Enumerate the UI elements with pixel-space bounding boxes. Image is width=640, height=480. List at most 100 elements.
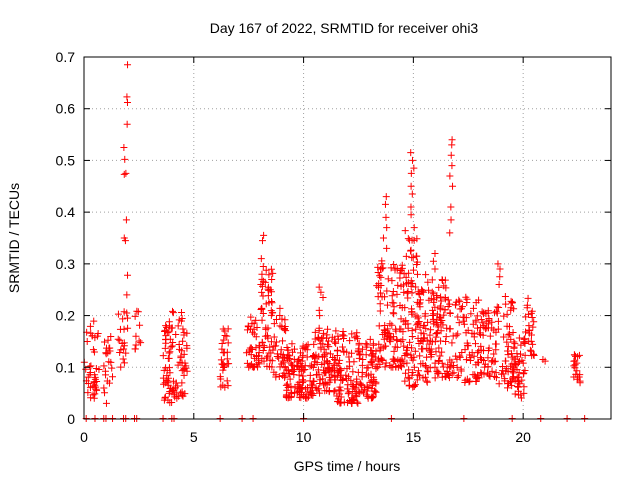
data-point xyxy=(369,340,377,348)
data-point xyxy=(504,347,512,355)
data-point xyxy=(473,324,481,332)
data-point xyxy=(453,373,461,381)
data-point xyxy=(404,373,412,381)
data-point xyxy=(478,370,486,378)
data-point xyxy=(220,349,228,357)
data-point xyxy=(400,288,408,296)
data-point xyxy=(102,414,110,422)
data-point xyxy=(278,360,286,368)
data-point xyxy=(492,346,500,354)
data-point xyxy=(527,347,535,355)
data-point xyxy=(388,321,396,329)
data-point xyxy=(461,346,469,354)
data-point xyxy=(354,399,362,407)
data-point xyxy=(515,369,523,377)
data-point xyxy=(488,358,496,366)
data-point xyxy=(372,380,380,388)
data-point xyxy=(174,322,182,330)
data-point xyxy=(119,315,127,323)
data-point xyxy=(134,308,142,316)
data-point xyxy=(224,339,232,347)
data-point xyxy=(386,361,394,369)
data-point xyxy=(516,358,524,366)
data-point xyxy=(90,394,98,402)
data-point xyxy=(259,262,267,270)
data-point xyxy=(272,315,280,323)
data-point xyxy=(362,343,370,351)
data-point xyxy=(137,339,145,347)
data-point xyxy=(268,357,276,365)
data-point xyxy=(224,325,232,333)
data-point xyxy=(216,414,224,422)
data-point xyxy=(279,359,287,367)
data-point xyxy=(470,333,478,341)
data-point xyxy=(282,327,290,335)
data-point xyxy=(448,141,456,149)
data-point xyxy=(408,308,416,316)
data-point xyxy=(374,263,382,271)
data-point xyxy=(178,359,186,367)
data-point xyxy=(461,376,469,384)
data-point xyxy=(166,348,174,356)
data-point xyxy=(490,350,498,358)
data-point xyxy=(484,363,492,371)
data-point xyxy=(123,291,131,299)
data-point xyxy=(432,348,440,356)
data-point xyxy=(513,374,521,382)
data-point xyxy=(470,352,478,360)
data-point xyxy=(120,359,128,367)
data-point xyxy=(257,281,265,289)
data-point xyxy=(169,309,177,317)
data-point xyxy=(83,337,91,345)
data-point xyxy=(401,377,409,385)
data-point xyxy=(376,360,384,368)
data-point xyxy=(344,390,352,398)
data-point xyxy=(122,216,130,224)
data-point xyxy=(277,346,285,354)
data-point xyxy=(319,293,327,301)
data-point xyxy=(133,414,141,422)
data-points xyxy=(80,61,589,422)
data-point xyxy=(353,398,361,406)
data-point xyxy=(437,293,445,301)
data-point xyxy=(404,278,412,286)
data-point xyxy=(563,414,571,422)
data-point xyxy=(247,351,255,359)
data-point xyxy=(114,335,122,343)
data-point xyxy=(427,326,435,334)
data-point xyxy=(309,392,317,400)
data-point xyxy=(446,300,454,308)
data-point xyxy=(102,349,110,357)
data-point xyxy=(299,379,307,387)
data-point xyxy=(449,332,457,340)
data-point xyxy=(438,317,446,325)
data-point xyxy=(333,361,341,369)
data-point xyxy=(460,320,468,328)
data-point xyxy=(168,324,176,332)
data-point xyxy=(258,316,266,324)
data-point xyxy=(407,277,415,285)
data-point xyxy=(477,369,485,377)
data-point xyxy=(163,366,171,374)
data-point xyxy=(258,237,266,245)
data-point xyxy=(369,373,377,381)
data-point xyxy=(386,338,394,346)
data-point xyxy=(400,342,408,350)
data-point xyxy=(463,299,471,307)
data-point xyxy=(445,372,453,380)
data-point xyxy=(124,314,132,322)
data-point xyxy=(379,234,387,242)
data-point xyxy=(336,373,344,381)
data-point xyxy=(424,278,432,286)
data-point xyxy=(336,356,344,364)
data-point xyxy=(570,362,578,370)
data-point xyxy=(169,386,177,394)
data-point xyxy=(366,335,374,343)
data-point xyxy=(423,367,431,375)
data-point xyxy=(492,369,500,377)
y-tick-label: 0.5 xyxy=(56,152,76,168)
data-point xyxy=(159,414,167,422)
data-point xyxy=(109,373,117,381)
data-point xyxy=(262,266,270,274)
data-point xyxy=(316,380,324,388)
